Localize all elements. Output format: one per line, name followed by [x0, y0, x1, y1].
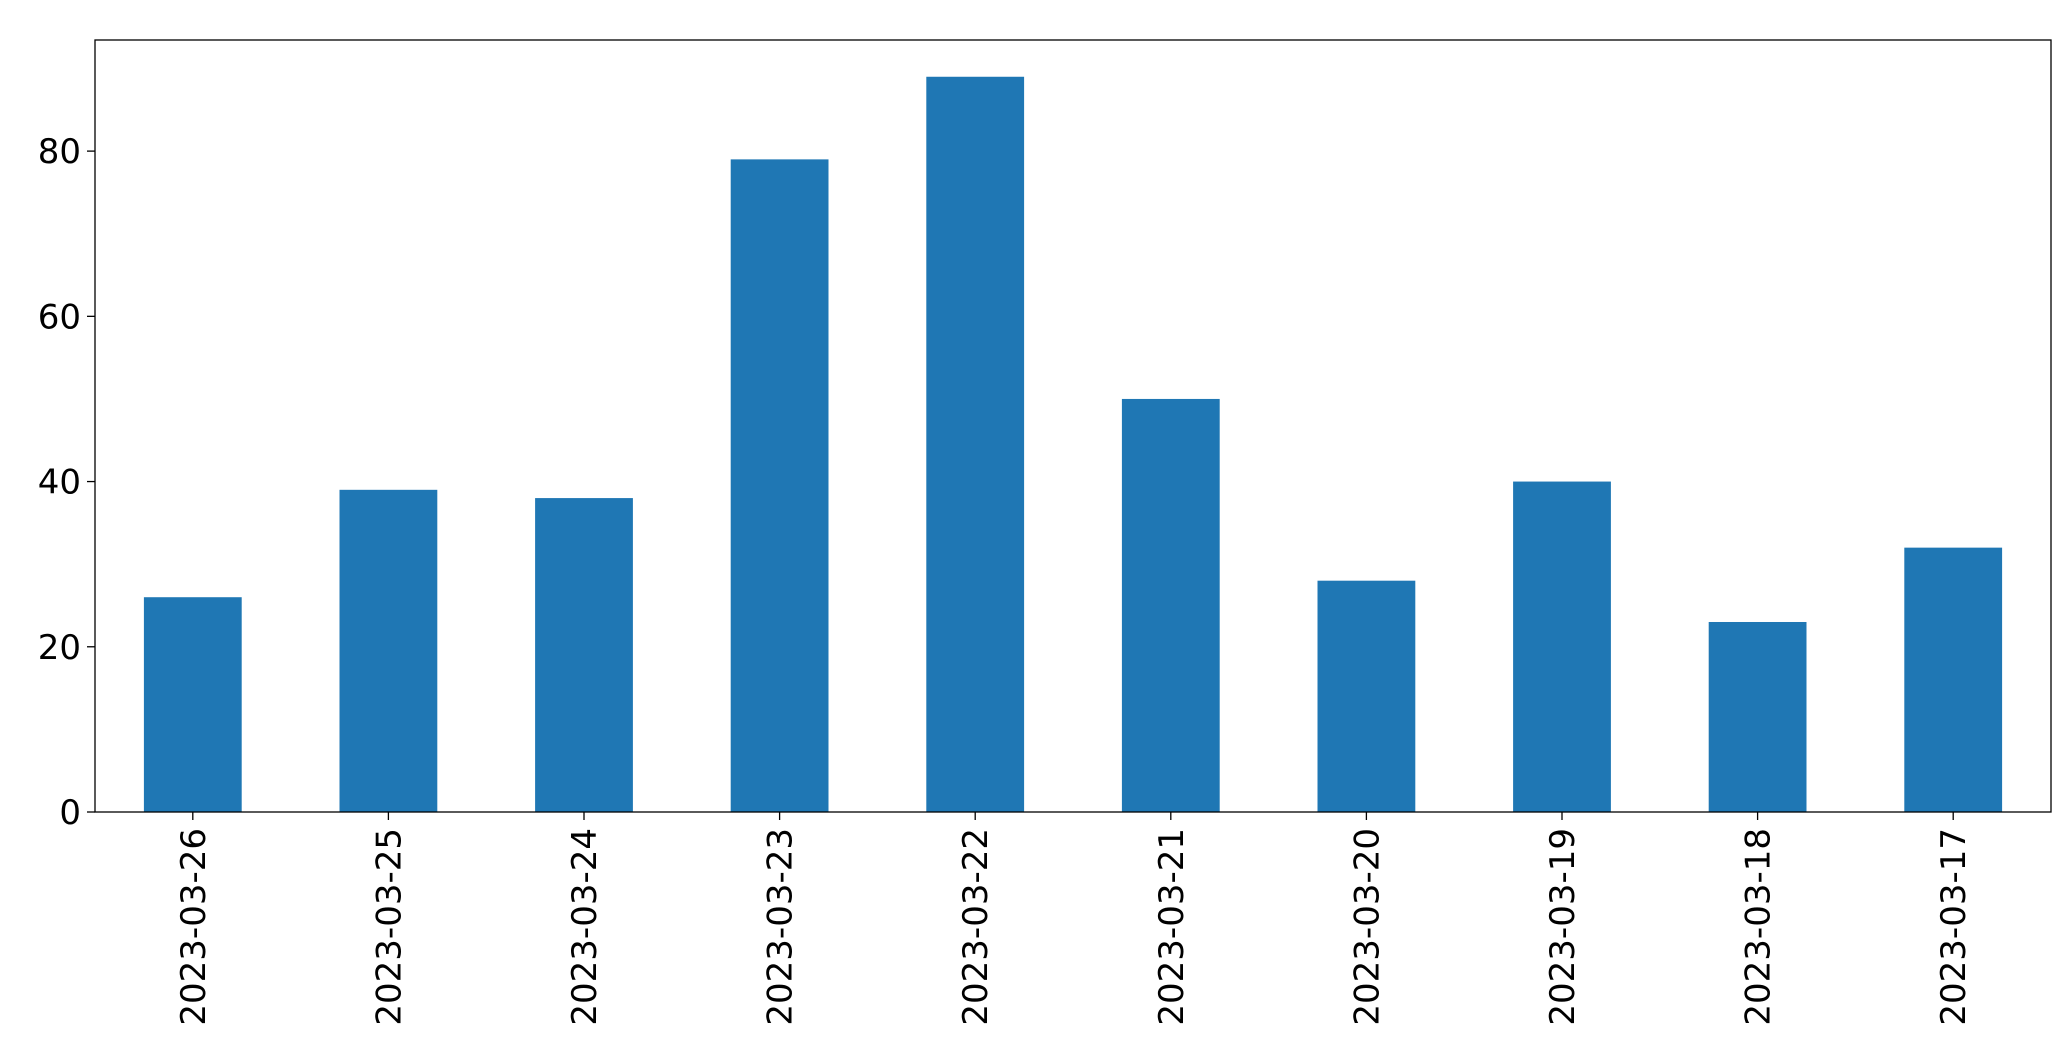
- x-tick-label: 2023-03-25: [369, 828, 409, 1026]
- y-tick-label: 60: [38, 297, 81, 337]
- bar: [730, 159, 829, 812]
- bar: [1904, 547, 2003, 812]
- x-tick-label: 2023-03-23: [761, 828, 801, 1026]
- x-tick-label: 2023-03-17: [1934, 828, 1974, 1026]
- bar: [926, 76, 1025, 812]
- y-tick-label: 40: [38, 463, 81, 503]
- y-tick-label: 80: [38, 132, 81, 172]
- bar: [1317, 580, 1416, 812]
- x-tick-label: 2023-03-21: [1152, 828, 1192, 1026]
- x-tick-label: 2023-03-18: [1739, 828, 1779, 1026]
- x-tick-label: 2023-03-24: [565, 828, 605, 1026]
- bar: [339, 489, 438, 812]
- bar: [1708, 621, 1807, 812]
- y-tick-label: 20: [38, 628, 81, 668]
- bar: [535, 498, 633, 812]
- x-tick-label: 2023-03-26: [174, 828, 214, 1026]
- x-tick-label: 2023-03-22: [956, 828, 996, 1026]
- bar: [1513, 481, 1611, 812]
- plot-frame: [94, 39, 2052, 813]
- x-tick-label: 2023-03-20: [1347, 828, 1387, 1026]
- y-tick-label: 0: [59, 793, 81, 833]
- bar: [143, 597, 242, 812]
- bar: [1121, 398, 1220, 812]
- x-tick-label: 2023-03-19: [1543, 828, 1583, 1026]
